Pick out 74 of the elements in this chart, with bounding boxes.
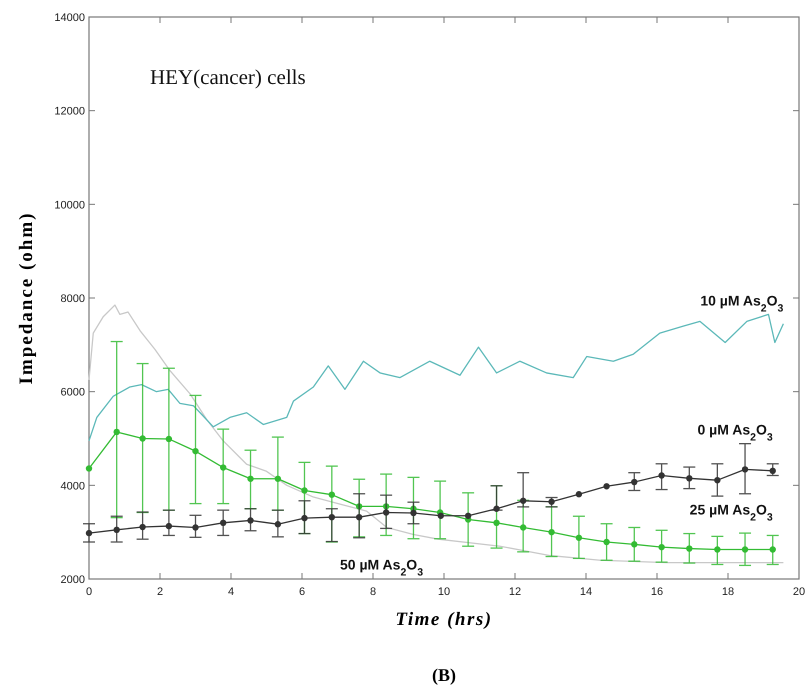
text: (B) [432,665,456,685]
point [139,435,146,442]
point [520,524,526,531]
x-tick-label: 0 [86,586,92,598]
series-label: 50 µM As$_{2}$O$_{3}$ [340,556,424,579]
point [548,498,555,505]
point [686,545,693,552]
point [192,524,199,531]
point [220,464,226,471]
point [714,546,721,553]
point [714,476,721,484]
y-tick-label: 8000 [60,293,85,305]
y-tick-label: 2000 [60,574,85,586]
point [464,512,472,519]
point [493,520,500,526]
point [658,472,665,479]
point [301,487,308,494]
point [220,520,226,526]
x-tick-label: 18 [722,586,734,598]
text: HEY(cancer) cells [150,65,306,89]
series-label: 25 µM As$_{2}$O$_{3}$ [690,502,773,524]
point [274,521,282,528]
point [139,524,146,530]
point [166,522,172,530]
y-tick-label: 6000 [60,386,85,399]
point [410,510,417,516]
point [742,546,748,553]
y-tick-label: 14000 [54,12,85,24]
point [686,475,693,482]
point [192,448,199,454]
line-series [88,314,784,442]
x-tick-label: 12 [508,586,522,598]
x-tick-label: 14 [580,586,592,598]
point [382,509,390,516]
x-tick-label: 10 [438,586,450,598]
point [520,498,526,504]
point [86,465,92,472]
point [301,514,308,522]
y-axis-title: Impedance (ohm) [16,211,37,385]
point [328,514,336,520]
point [247,517,254,524]
x-tick-label: 16 [650,586,664,598]
point [86,530,92,536]
series-label: 10 µM As$_{2}$O$_{3}$ [700,292,784,314]
point [631,541,638,548]
point [356,514,362,520]
y-tick-label: 10000 [54,199,85,212]
point [493,506,500,512]
point [548,528,555,536]
point [166,436,172,442]
point [328,492,336,498]
point [113,428,120,436]
point [576,534,582,541]
x-tick-label: 8 [370,586,376,598]
point [603,483,610,490]
point [438,512,444,519]
point [742,466,748,473]
point [770,468,776,474]
x-tick-label: 6 [298,586,306,598]
point [770,546,776,553]
point [274,476,282,482]
x-tick-label: 4 [228,586,234,598]
y-tick-label: 4000 [60,480,85,492]
x-tick-label: 2 [156,586,164,598]
x-axis-title: Time (hrs) [395,609,493,630]
point [631,478,638,486]
point [113,526,120,534]
point [576,491,582,498]
y-tick-label: 12000 [54,106,85,118]
series-label: 0 µM As$_{2}$O$_{3}$ [697,422,773,444]
x-tick-label: 20 [792,586,806,598]
point [247,476,254,482]
point [658,544,665,550]
point [603,538,610,546]
